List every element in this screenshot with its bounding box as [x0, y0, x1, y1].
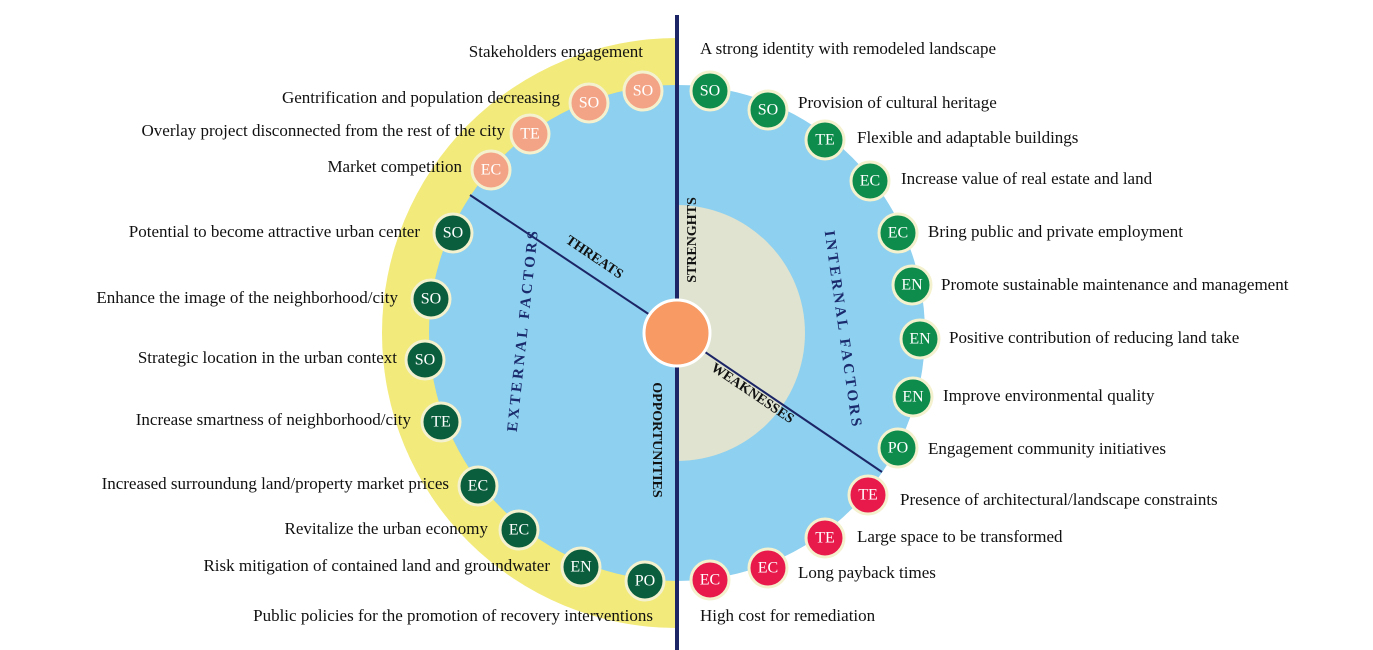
- node-code: TE: [520, 126, 540, 143]
- node-label: High cost for remediation: [700, 606, 876, 625]
- node-label: Long payback times: [798, 563, 936, 582]
- node-label: Strategic location in the urban context: [138, 348, 397, 367]
- node-label: Provision of cultural heritage: [798, 93, 997, 112]
- node-code: EC: [468, 478, 488, 495]
- node-code: TE: [431, 414, 451, 431]
- node-code: EN: [909, 331, 931, 348]
- node-label: Engagement community initiatives: [928, 439, 1166, 458]
- node: [689, 70, 731, 112]
- weaknesses-line: [676, 332, 883, 473]
- node-code: PO: [888, 440, 908, 457]
- node-code: TE: [815, 132, 835, 149]
- node-code: PO: [635, 573, 655, 590]
- node: [877, 212, 919, 254]
- node-code: TE: [815, 530, 835, 547]
- node-code: SO: [421, 291, 441, 308]
- node-code: EC: [509, 522, 529, 539]
- node: [560, 546, 602, 588]
- node-label: Promote sustainable maintenance and mana…: [941, 275, 1289, 294]
- node-label: Revitalize the urban economy: [285, 519, 489, 538]
- node: [410, 278, 452, 320]
- node: [420, 401, 462, 443]
- node-code: EN: [570, 559, 592, 576]
- threats-line: [469, 194, 678, 334]
- node-label: Presence of architectural/landscape cons…: [900, 490, 1218, 509]
- node-label: Enhance the image of the neighborhood/ci…: [96, 288, 398, 307]
- node: [804, 119, 846, 161]
- node: [747, 89, 789, 131]
- opportunities-label: OPPORTUNITIES: [649, 382, 664, 498]
- node-code: SO: [633, 83, 653, 100]
- node-code: EC: [700, 572, 720, 589]
- node-label: Market competition: [327, 157, 462, 176]
- node-code: SO: [758, 102, 778, 119]
- node-code: EN: [902, 389, 924, 406]
- node-label: Increased surroundung land/property mark…: [102, 474, 449, 493]
- node-label: Positive contribution of reducing land t…: [949, 328, 1239, 347]
- node-label: Potential to become attractive urban cen…: [129, 222, 421, 241]
- node-code: SO: [700, 83, 720, 100]
- node: [849, 160, 891, 202]
- node: [747, 547, 789, 589]
- node: [498, 509, 540, 551]
- node: [877, 427, 919, 469]
- node: [457, 465, 499, 507]
- node-label: Improve environmental quality: [943, 386, 1155, 405]
- node-label: Large space to be transformed: [857, 527, 1063, 546]
- node: [509, 113, 551, 155]
- node: [899, 318, 941, 360]
- node: [470, 149, 512, 191]
- node-label: Bring public and private employment: [928, 222, 1183, 241]
- node-code: TE: [858, 487, 878, 504]
- node: [891, 264, 933, 306]
- center: [642, 298, 712, 368]
- node-label: Stakeholders engagement: [469, 42, 643, 61]
- node-code: EN: [901, 277, 923, 294]
- node: [847, 474, 889, 516]
- node: [804, 517, 846, 559]
- node-label: Risk mitigation of contained land and gr…: [203, 556, 550, 575]
- node-code: SO: [443, 225, 463, 242]
- node-code: EC: [888, 225, 908, 242]
- node-code: SO: [415, 352, 435, 369]
- node-label: Increase smartness of neighborhood/city: [136, 410, 412, 429]
- node-label: Public policies for the promotion of rec…: [253, 606, 653, 625]
- node-label: Gentrification and population decreasing: [282, 88, 561, 107]
- node: [404, 339, 446, 381]
- node: [624, 560, 666, 602]
- node-label: Overlay project disconnected from the re…: [142, 121, 506, 140]
- node: [432, 212, 474, 254]
- node-code: EC: [481, 162, 501, 179]
- node: [892, 376, 934, 418]
- node-code: SO: [579, 95, 599, 112]
- strengths-label: STRENGHTS: [685, 197, 700, 283]
- node-label: A strong identity with remodeled landsca…: [700, 39, 996, 58]
- node-code: EC: [758, 560, 778, 577]
- node-label: Increase value of real estate and land: [901, 169, 1153, 188]
- node: [689, 559, 731, 601]
- node: [568, 82, 610, 124]
- node-code: EC: [860, 173, 880, 190]
- node-label: Flexible and adaptable buildings: [857, 128, 1078, 147]
- node: [622, 70, 664, 112]
